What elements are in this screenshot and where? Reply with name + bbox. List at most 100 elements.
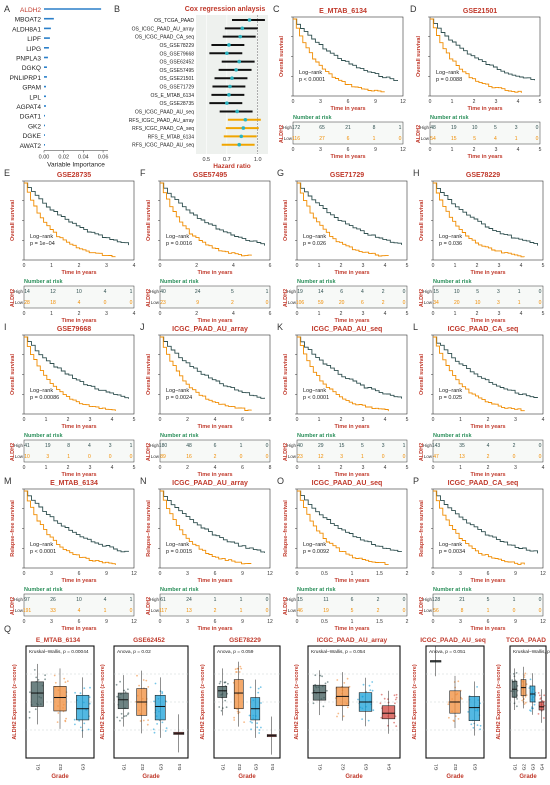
data-point [123, 690, 125, 692]
x-tick-label: 1.0 [254, 157, 262, 163]
risk-count-low: 33 [50, 608, 56, 614]
y-axis-title: ALDH2 Expression (z−score) [200, 664, 206, 740]
panel-letter: P [413, 476, 419, 486]
data-point [224, 682, 226, 684]
risk-row-high: High [420, 125, 430, 130]
data-point [154, 732, 156, 734]
boxplot-title: GSE78229 [229, 637, 261, 644]
data-point [529, 709, 531, 711]
risk-count-high: 19 [451, 125, 457, 131]
risk-count-low: 1 [361, 454, 364, 460]
risk-count-high: 40 [297, 443, 303, 449]
risk-count-low: 28 [24, 300, 30, 306]
risk-x-axis-title: Time in years [467, 154, 502, 160]
risk-count-low: 18 [50, 300, 56, 306]
data-point [127, 688, 129, 690]
data-point [395, 725, 397, 727]
panel-letter: K [277, 322, 283, 332]
x-tick-label: 2 [476, 263, 479, 269]
risk-count-high: 65 [319, 125, 325, 131]
risk-x-tick-label: 3 [50, 619, 53, 625]
boxplot-icgc-paad-au-array: ICGC_PAAD_AU_arrayKruskal−Wallis, p = 0.… [294, 637, 400, 780]
risk-count-high: 4 [104, 597, 107, 603]
data-point [257, 692, 259, 694]
risk-count-high: 4 [487, 443, 490, 449]
risk-count-low: 3 [497, 300, 500, 306]
risk-x-tick-label: 2 [340, 311, 343, 317]
risk-x-tick-label: 3 [186, 619, 189, 625]
risk-x-tick-label: 6 [241, 465, 244, 471]
x-tick-label: 0 [159, 571, 162, 577]
y-axis-title: Overall survival [146, 354, 152, 395]
risk-title: Number at risk [433, 433, 472, 439]
data-point [57, 721, 59, 723]
risk-count-low: 2 [487, 454, 490, 460]
gene-label: AWAT2 [20, 143, 42, 150]
hr-point [237, 60, 241, 64]
boxplot-e-mtab-6134: E_MTAB_6134Kruskal−Wallis, p = 0.00044AL… [12, 637, 94, 780]
boxplot-title: GSE62452 [133, 637, 165, 644]
panel-letter: B [114, 4, 120, 14]
study-label: RFS_ICGC_PAAD_AU_array [129, 118, 195, 124]
risk-count-high: 3 [109, 443, 112, 449]
chart-title: Cox regression anlaysis [185, 6, 266, 13]
km-title: ICGC_PAAD_AU_seq [312, 326, 383, 333]
study-label: OS_GSE21501 [160, 76, 195, 82]
risk-count-low: 0 [266, 300, 269, 306]
km-panel-n: N ICGC_PAAD_AU_arrayRelapse–free survival… [140, 476, 273, 632]
group-label: G2 [58, 764, 64, 771]
x-axis-title: Grade [519, 774, 537, 780]
data-point [83, 687, 85, 689]
risk-x-tick-label: 8 [269, 465, 272, 471]
gene-label: DGKQ [22, 65, 41, 72]
x-tick-label: 0.5 [321, 571, 328, 577]
data-point [145, 680, 147, 682]
gene-label: GK2 [28, 123, 41, 130]
risk-x-tick-label: 1 [351, 619, 354, 625]
km-title: E_MTAB_6134 [319, 8, 367, 15]
y-axis-title: Overall survival [10, 354, 16, 395]
x-tick-label: 4 [214, 417, 217, 423]
risk-count-high: 15 [433, 289, 439, 295]
data-point [539, 698, 541, 700]
x-tick-label: 8 [269, 417, 272, 423]
data-point [161, 691, 163, 693]
data-point [227, 683, 229, 685]
data-point [155, 683, 157, 685]
data-point [372, 690, 374, 692]
x-tick-label: 3 [495, 99, 498, 105]
gene-label: PNLIPRP1 [10, 75, 42, 82]
risk-count-low: 13 [459, 454, 465, 460]
risk-count-high: 1 [214, 597, 217, 603]
group-label: G3 [81, 764, 87, 771]
hr-point [227, 43, 231, 47]
pvalue-label: p = 0.00086 [30, 395, 59, 401]
pvalue-label: p < 0.0001 [299, 77, 325, 83]
boxplot-gse62452: GSE62452 Anova, p = 0.02 ALDH2 Expression … [100, 637, 188, 780]
risk-x-axis-title: Time in years [197, 626, 232, 632]
group-label: G3 [158, 764, 164, 771]
data-point [29, 717, 31, 719]
data-point [250, 728, 252, 730]
x-axis-title: Grade [238, 774, 256, 780]
risk-title: Number at risk [430, 115, 469, 121]
risk-count-high: 1 [240, 443, 243, 449]
x-tick-label: 5 [406, 263, 409, 269]
pvalue-label: p = 0.0015 [166, 549, 192, 555]
km-title: E_MTAB_6134 [50, 480, 98, 487]
data-point [470, 723, 472, 725]
logrank-label: Log−rank [439, 234, 462, 240]
risk-count-low: 20 [339, 300, 345, 306]
risk-x-tick-label: 0 [296, 465, 299, 471]
x-tick-label: 0 [159, 263, 162, 269]
x-tick-label: 6 [241, 417, 244, 423]
panel-letter: L [413, 322, 418, 332]
panel-letter: C [273, 4, 280, 14]
risk-count-high: 41 [24, 443, 30, 449]
risk-table [160, 286, 270, 308]
risk-x-tick-label: 5 [542, 311, 545, 317]
data-point [116, 696, 118, 698]
data-point [63, 678, 65, 680]
x-tick-label: 2 [340, 263, 343, 269]
data-point [258, 688, 260, 690]
